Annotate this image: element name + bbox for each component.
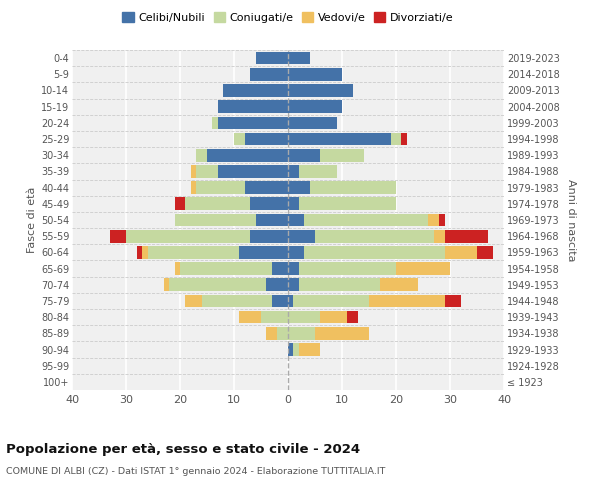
Bar [288, 84, 353, 97]
Bar [288, 116, 337, 129]
Bar [256, 214, 288, 226]
Bar [288, 246, 304, 258]
Bar [288, 311, 320, 324]
Bar [272, 294, 288, 308]
Bar [310, 182, 396, 194]
Bar [245, 132, 288, 145]
Bar [234, 132, 245, 145]
Bar [239, 311, 261, 324]
Bar [250, 230, 288, 242]
Bar [320, 311, 347, 324]
Bar [185, 294, 202, 308]
Bar [175, 262, 180, 275]
Bar [245, 182, 288, 194]
Bar [266, 327, 277, 340]
Bar [315, 327, 369, 340]
Bar [288, 68, 342, 80]
Bar [428, 214, 439, 226]
Bar [293, 343, 299, 356]
Bar [288, 100, 342, 113]
Bar [164, 278, 169, 291]
Bar [196, 149, 207, 162]
Bar [304, 246, 445, 258]
Bar [142, 246, 148, 258]
Bar [288, 214, 304, 226]
Bar [196, 165, 218, 177]
Bar [369, 294, 445, 308]
Y-axis label: Fasce di età: Fasce di età [26, 187, 37, 253]
Bar [256, 52, 288, 64]
Bar [218, 165, 288, 177]
Bar [299, 198, 396, 210]
Y-axis label: Anni di nascita: Anni di nascita [566, 179, 577, 261]
Bar [175, 214, 256, 226]
Bar [277, 327, 288, 340]
Bar [299, 343, 320, 356]
Bar [207, 149, 288, 162]
Bar [212, 116, 218, 129]
Bar [445, 294, 461, 308]
Bar [137, 246, 142, 258]
Bar [288, 278, 299, 291]
Bar [347, 311, 358, 324]
Bar [288, 198, 299, 210]
Bar [288, 132, 391, 145]
Bar [110, 230, 126, 242]
Bar [196, 182, 245, 194]
Bar [288, 52, 310, 64]
Bar [175, 198, 185, 210]
Bar [391, 132, 401, 145]
Bar [223, 84, 288, 97]
Bar [477, 246, 493, 258]
Bar [191, 182, 196, 194]
Text: Popolazione per età, sesso e stato civile - 2024: Popolazione per età, sesso e stato civil… [6, 442, 360, 456]
Bar [272, 262, 288, 275]
Bar [261, 311, 288, 324]
Bar [299, 165, 337, 177]
Bar [293, 294, 369, 308]
Bar [299, 278, 380, 291]
Bar [396, 262, 450, 275]
Bar [380, 278, 418, 291]
Bar [299, 262, 396, 275]
Bar [315, 230, 434, 242]
Bar [320, 149, 364, 162]
Bar [169, 278, 266, 291]
Bar [239, 246, 288, 258]
Bar [180, 262, 272, 275]
Bar [288, 343, 293, 356]
Bar [288, 149, 320, 162]
Bar [185, 198, 250, 210]
Bar [126, 230, 250, 242]
Bar [288, 182, 310, 194]
Bar [401, 132, 407, 145]
Bar [434, 230, 445, 242]
Bar [304, 214, 428, 226]
Bar [445, 246, 477, 258]
Bar [148, 246, 239, 258]
Bar [250, 68, 288, 80]
Text: COMUNE DI ALBI (CZ) - Dati ISTAT 1° gennaio 2024 - Elaborazione TUTTITALIA.IT: COMUNE DI ALBI (CZ) - Dati ISTAT 1° genn… [6, 468, 385, 476]
Bar [266, 278, 288, 291]
Bar [288, 262, 299, 275]
Bar [445, 230, 488, 242]
Bar [288, 230, 315, 242]
Bar [439, 214, 445, 226]
Bar [218, 116, 288, 129]
Bar [218, 100, 288, 113]
Bar [202, 294, 272, 308]
Bar [250, 198, 288, 210]
Bar [288, 294, 293, 308]
Bar [288, 165, 299, 177]
Bar [288, 327, 315, 340]
Bar [191, 165, 196, 177]
Legend: Celibi/Nubili, Coniugati/e, Vedovi/e, Divorziati/e: Celibi/Nubili, Coniugati/e, Vedovi/e, Di… [118, 8, 458, 28]
